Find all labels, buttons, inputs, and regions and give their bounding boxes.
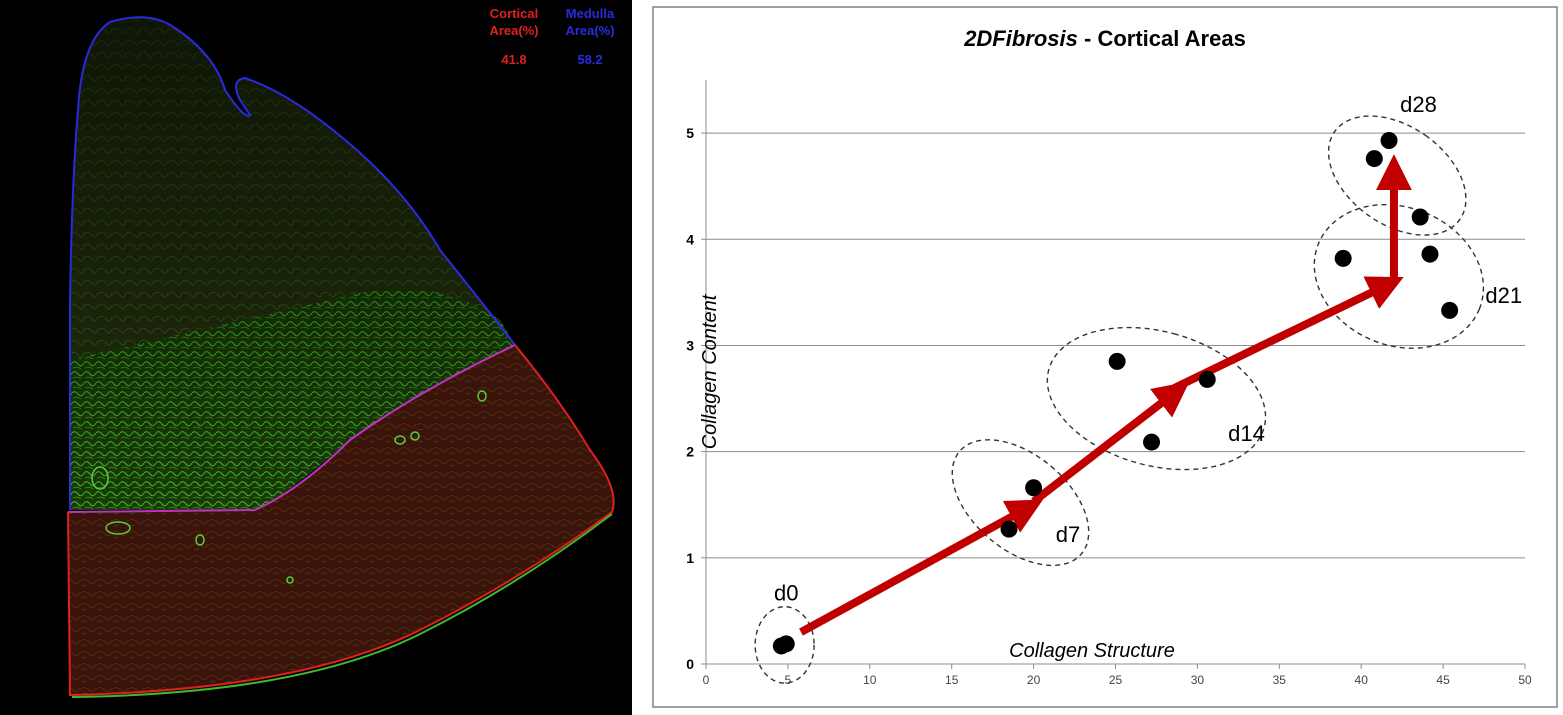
upper-tissue-shade: [70, 17, 515, 510]
lower-tissue-region: [68, 345, 614, 695]
medulla-label-line2: Area(%): [565, 23, 614, 38]
data-point-d28-3: [1411, 208, 1429, 226]
data-point-d21-3: [1441, 301, 1459, 319]
x-tick-label-45: 45: [1436, 673, 1450, 687]
vessel-rings: [91, 390, 487, 584]
data-point-d21-1: [1334, 249, 1352, 267]
cluster-ellipses: [754, 115, 1485, 684]
y-tick-label-4: 4: [686, 231, 694, 247]
cluster-ellipse-4: [1313, 203, 1485, 349]
data-point-d28-2: [1380, 132, 1398, 150]
cluster-labels: d0 d7 d14 d21 d28: [774, 92, 1522, 605]
y-tick-label-3: 3: [686, 337, 694, 353]
data-point-d0-2: [777, 635, 795, 653]
x-axis-label: Collagen Structure: [1009, 640, 1175, 662]
x-tick-label-30: 30: [1191, 673, 1205, 687]
x-tick-label-15: 15: [945, 673, 959, 687]
data-point-d7-2: [1025, 479, 1043, 497]
data-point-d14-2: [1143, 433, 1161, 451]
y-tick-label-5: 5: [686, 125, 694, 141]
data-point-d28-1: [1365, 150, 1383, 168]
cortical-area-value: 41.8: [501, 52, 526, 67]
trend-arrow-3: [1172, 276, 1404, 392]
y-axis-label: Collagen Content: [699, 293, 721, 449]
trend-arrow-1: [799, 499, 1044, 636]
cluster-ellipse-1: [754, 605, 815, 684]
y-tick-label-0: 0: [686, 656, 694, 672]
y-tick-label-2: 2: [686, 444, 694, 460]
chart-title-italic: 2DFibrosis: [963, 26, 1078, 51]
x-tick-label-5: 5: [785, 673, 792, 687]
kidney-micrograph: Cortical Area(%) 41.8 Medulla Area(%) 58…: [0, 0, 632, 715]
x-tick-label-0: 0: [703, 673, 710, 687]
y-tick-label-1: 1: [686, 550, 694, 566]
data-points: [772, 132, 1459, 655]
trend-arrows: [799, 154, 1412, 636]
cluster-label-d14: d14: [1228, 421, 1265, 446]
x-tick-label-25: 25: [1109, 673, 1123, 687]
trend-arrow-2: [1031, 381, 1190, 505]
x-tick-label-50: 50: [1518, 673, 1532, 687]
data-point-d14-1: [1108, 352, 1126, 370]
x-tick-label-10: 10: [863, 673, 877, 687]
data-point-d21-2: [1421, 245, 1439, 263]
chart-title-rest: - Cortical Areas: [1078, 26, 1246, 51]
cluster-label-d7: d7: [1056, 522, 1080, 547]
cortical-label-line2: Area(%): [489, 23, 538, 38]
x-tick-label-20: 20: [1027, 673, 1041, 687]
x-tick-label-35: 35: [1273, 673, 1287, 687]
cortical-label-line1: Cortical: [490, 6, 538, 21]
cortical-boundary-line: [67, 344, 615, 697]
cluster-ellipse-5: [1327, 115, 1467, 236]
data-point-d7-1: [1000, 520, 1018, 538]
cluster-label-d21: d21: [1485, 283, 1522, 308]
medulla-boundary-line: [69, 16, 516, 510]
chart-title: 2DFibrosis - Cortical Areas: [963, 26, 1246, 51]
cluster-ellipse-2: [951, 439, 1090, 567]
medulla-label-line1: Medulla: [566, 6, 615, 21]
cluster-ellipse-3: [1046, 326, 1267, 471]
x-tick-label-40: 40: [1355, 673, 1369, 687]
cluster-label-d0: d0: [774, 580, 798, 605]
cortex-medulla-separator: [67, 344, 516, 513]
cluster-label-d28: d28: [1400, 92, 1437, 117]
chart-border: [652, 6, 1558, 708]
capsule-green-edge: [71, 513, 613, 698]
medulla-area-value: 58.2: [577, 52, 602, 67]
data-point-d14-3: [1198, 370, 1216, 388]
